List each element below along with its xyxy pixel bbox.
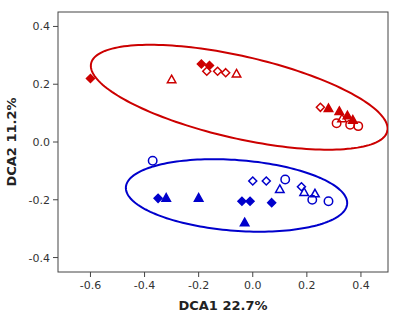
point [194, 194, 202, 202]
x-tick [252, 272, 253, 277]
x-tick-label: 0.4 [352, 279, 370, 292]
point [316, 103, 324, 111]
point [197, 60, 205, 68]
point [86, 74, 94, 82]
point [324, 197, 332, 205]
x-tick [144, 272, 145, 277]
y-tick-label: 0.2 [33, 78, 51, 91]
x-tick [90, 272, 91, 277]
point [249, 177, 257, 185]
point [346, 120, 354, 128]
x-tick-label: -0.2 [188, 279, 209, 292]
plot-data [86, 45, 387, 232]
point [300, 188, 308, 196]
y-tick [53, 26, 58, 27]
y-tick [53, 142, 58, 143]
x-tick-label: 0.0 [244, 279, 262, 292]
point [154, 194, 162, 202]
point [240, 218, 248, 226]
point [203, 67, 211, 75]
point [232, 69, 240, 77]
point [354, 122, 362, 130]
y-tick-label: 0.0 [33, 136, 51, 149]
y-tick-label: -0.4 [29, 252, 50, 265]
point [262, 177, 270, 185]
y-tick [53, 257, 58, 258]
axes: -0.6 -0.4 -0.2 0.0 0.2 0.4 -0.4 -0.2 0.0 0.2 0.4 [29, 20, 370, 292]
x-axis-label: DCA1 22.7% [178, 298, 267, 313]
x-tick-label: -0.6 [80, 279, 101, 292]
y-tick-label: -0.2 [29, 194, 50, 207]
point [281, 175, 289, 183]
ellipse [91, 45, 388, 150]
point [324, 104, 332, 112]
y-tick [53, 84, 58, 85]
plot-frame [58, 12, 388, 272]
x-tick [306, 272, 307, 277]
point [167, 75, 175, 83]
point [222, 69, 230, 77]
x-tick [360, 272, 361, 277]
y-tick [53, 199, 58, 200]
y-axis-label: DCA2 11.2% [4, 97, 19, 186]
x-tick [198, 272, 199, 277]
point [308, 196, 316, 204]
x-tick-label: -0.4 [134, 279, 155, 292]
ellipse [126, 159, 347, 232]
point [214, 67, 222, 75]
point [162, 194, 170, 202]
point [332, 119, 340, 127]
point [268, 199, 276, 207]
point [148, 157, 156, 165]
point [276, 185, 284, 193]
x-tick-label: 0.2 [298, 279, 316, 292]
y-tick-label: 0.4 [33, 20, 51, 33]
point [238, 197, 246, 205]
chart: -0.6 -0.4 -0.2 0.0 0.2 0.4 -0.4 -0.2 0.0 0.2 0.4 DC… [0, 0, 400, 318]
point [246, 197, 254, 205]
